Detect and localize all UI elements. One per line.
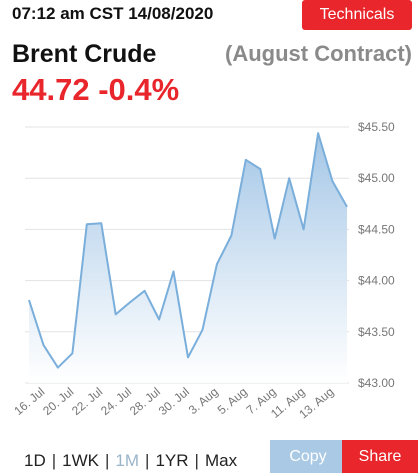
separator: | bbox=[105, 451, 110, 470]
x-tick-label: 22. Jul bbox=[69, 385, 105, 418]
range-option[interactable]: 1WK bbox=[62, 451, 99, 470]
separator: | bbox=[145, 451, 150, 470]
x-tick-label: 30. Jul bbox=[156, 385, 192, 418]
y-tick-label: $44.50 bbox=[358, 222, 395, 236]
separator: | bbox=[194, 451, 199, 470]
technicals-button[interactable]: Technicals bbox=[302, 0, 412, 30]
price-line: 44.72 -0.4% bbox=[12, 72, 179, 108]
area bbox=[29, 133, 347, 383]
y-tick-label: $45.00 bbox=[358, 171, 395, 185]
x-tick-label: 28. Jul bbox=[127, 385, 163, 418]
chart: $43.00 $43.50 $44.00 $44.50 $45.00 $45.50 16. … bbox=[11, 120, 395, 421]
x-tick-label: 20. Jul bbox=[40, 385, 76, 418]
line bbox=[28, 132, 348, 369]
contract: (August Contract) bbox=[225, 41, 412, 66]
x-tick-label: 3. Aug bbox=[186, 385, 221, 418]
timestamp: 07:12 am CST 14/08/2020 bbox=[12, 4, 214, 23]
range-option[interactable]: 1YR bbox=[155, 451, 189, 470]
price: 44.72 bbox=[12, 72, 90, 107]
copy-button[interactable]: Copy bbox=[270, 440, 346, 473]
range-option[interactable]: 1D bbox=[24, 451, 46, 470]
separator: | bbox=[51, 451, 57, 470]
range-selector: 1D | 1WK | 1M | 1YR | Max bbox=[24, 451, 237, 471]
x-tick-label: 16. Jul bbox=[11, 385, 47, 418]
change: -0.4% bbox=[98, 72, 180, 107]
y-tick-label: $43.50 bbox=[358, 325, 395, 339]
y-tick-label: $45.50 bbox=[358, 120, 395, 134]
x-tick-label: 5. Aug bbox=[215, 385, 250, 418]
x-tick-label: 24. Jul bbox=[98, 385, 134, 418]
range-option[interactable]: Max bbox=[204, 451, 238, 470]
y-tick-label: $44.00 bbox=[358, 274, 395, 288]
instrument-name: Brent Crude bbox=[12, 40, 157, 68]
range-option[interactable]: 1M bbox=[115, 451, 140, 470]
share-button[interactable]: Share bbox=[342, 440, 418, 473]
y-tick-label: $43.00 bbox=[358, 376, 395, 390]
